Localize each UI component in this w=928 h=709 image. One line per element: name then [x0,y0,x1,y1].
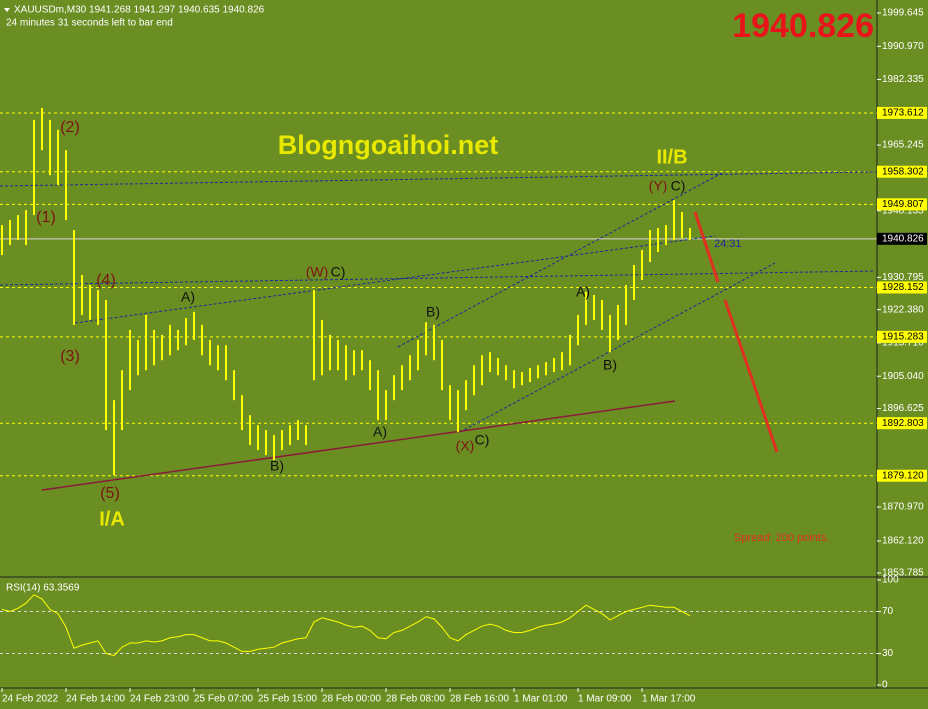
level-label-box [877,198,927,211]
level-label-box [877,165,927,178]
wave-label: (W) [306,264,329,280]
level-label: 1958.302 [882,166,924,177]
header: XAUUSDm,M30 1941.268 1941.297 1940.635 1… [14,5,265,16]
trend-line [459,262,776,433]
wave-label: C) [331,264,346,280]
rsi-tick-label: 70 [882,606,894,617]
spread: Spread: 200 points. [734,532,829,544]
rsi-tick-label: 100 [882,575,899,586]
wave-label: B) [426,304,440,320]
x-tick-label: 24 Feb 14:00 [66,694,125,705]
y-tick-label: 1948.135 [882,205,924,216]
level-label: 1949.807 [882,199,924,210]
y-tick-label: 1870.970 [882,502,924,513]
rsi-line [1,594,691,657]
y-tick-label: 1862.120 [882,536,924,547]
x-tick-label: 28 Feb 16:00 [450,694,509,705]
wave-label: (2) [60,119,80,136]
wave-label: (4) [96,272,116,289]
wave-label: I/A [99,508,125,530]
level-label-box [877,469,927,482]
level-label-box [877,281,927,294]
level-label-box [877,106,927,119]
arrow [723,299,779,453]
y-tick-label: 1896.625 [882,403,924,414]
wave-label: II/B [656,146,687,168]
level-label: 1892.803 [882,418,924,429]
trend-line [0,270,876,286]
level-label: 1915.283 [882,332,924,343]
rsi-tick-label: 30 [882,648,894,659]
y-tick-label: 1922.380 [882,304,924,315]
wave-label: (Y) [649,178,668,194]
rsi-tick-label: 0 [882,680,888,691]
trend-line [41,400,676,491]
y-tick-label: 1930.795 [882,272,924,283]
y-tick-label: 1905.040 [882,371,924,382]
watermark: Blogngoaihoi.net [278,130,498,160]
wave-label: (5) [100,485,120,502]
countdown: 24 minutes 31 seconds left to bar end [6,18,173,29]
x-tick-label: 1 Mar 17:00 [642,694,696,705]
trend-line [74,235,716,324]
x-tick-label: 25 Feb 07:00 [194,694,253,705]
y-tick-label: 1982.335 [882,74,924,85]
wave-label: (X) [456,438,475,454]
y-tick-label: 1990.970 [882,41,924,52]
wave-label: (1) [36,209,56,226]
level-label-box [877,330,927,343]
y-tick-label: 1913.710 [882,338,924,349]
level-label: 1879.120 [882,470,924,481]
wave-label: A) [576,284,590,300]
x-tick-label: 1 Mar 01:00 [514,694,568,705]
rsi-title: RSI(14) 63.3569 [6,583,80,594]
trend-lines [0,170,928,491]
x-tick-label: 1 Mar 09:00 [578,694,632,705]
y-tick-label: 1999.645 [882,8,924,19]
y-tick-label: 1965.245 [882,140,924,151]
x-tick-label: 28 Feb 08:00 [386,694,445,705]
trend-line [397,172,723,348]
menu-icon[interactable] [4,8,10,12]
x-tick-label: 24 Feb 23:00 [130,694,189,705]
wave-label: C) [475,432,490,448]
current-price-box [877,232,927,245]
x-tick-label: 28 Feb 00:00 [322,694,381,705]
wave-label: B) [270,458,284,474]
price-axis: 1999.645 1990.970 1982.335 1965.245 1948.135… [877,8,927,579]
big-price: 1940.826 [732,7,874,45]
wave-label: B) [603,357,617,373]
x-tick-label: 24 Feb 2022 [2,694,59,705]
current-price-label: 1940.826 [882,233,924,244]
x-tick-label: 25 Feb 15:00 [258,694,317,705]
wave-label: C) [671,178,686,194]
wave-label: A) [373,424,387,440]
level-label-box [877,417,927,430]
price-bars [1,107,691,476]
wave-label: A) [181,289,195,305]
level-label: 1973.612 [882,108,924,119]
time-axis: 24 Feb 2022 24 Feb 14:00 24 Feb 23:00 25 Fe… [1,688,696,705]
level-label: 1928.152 [882,282,924,293]
bar-timer: 24:31 [714,238,742,250]
rsi-panel: RSI(14) 63.3569 100 70 30 0 [0,575,899,691]
arrow [693,211,720,283]
wave-label: (3) [60,348,80,365]
y-tick-label: 1853.785 [882,568,924,579]
